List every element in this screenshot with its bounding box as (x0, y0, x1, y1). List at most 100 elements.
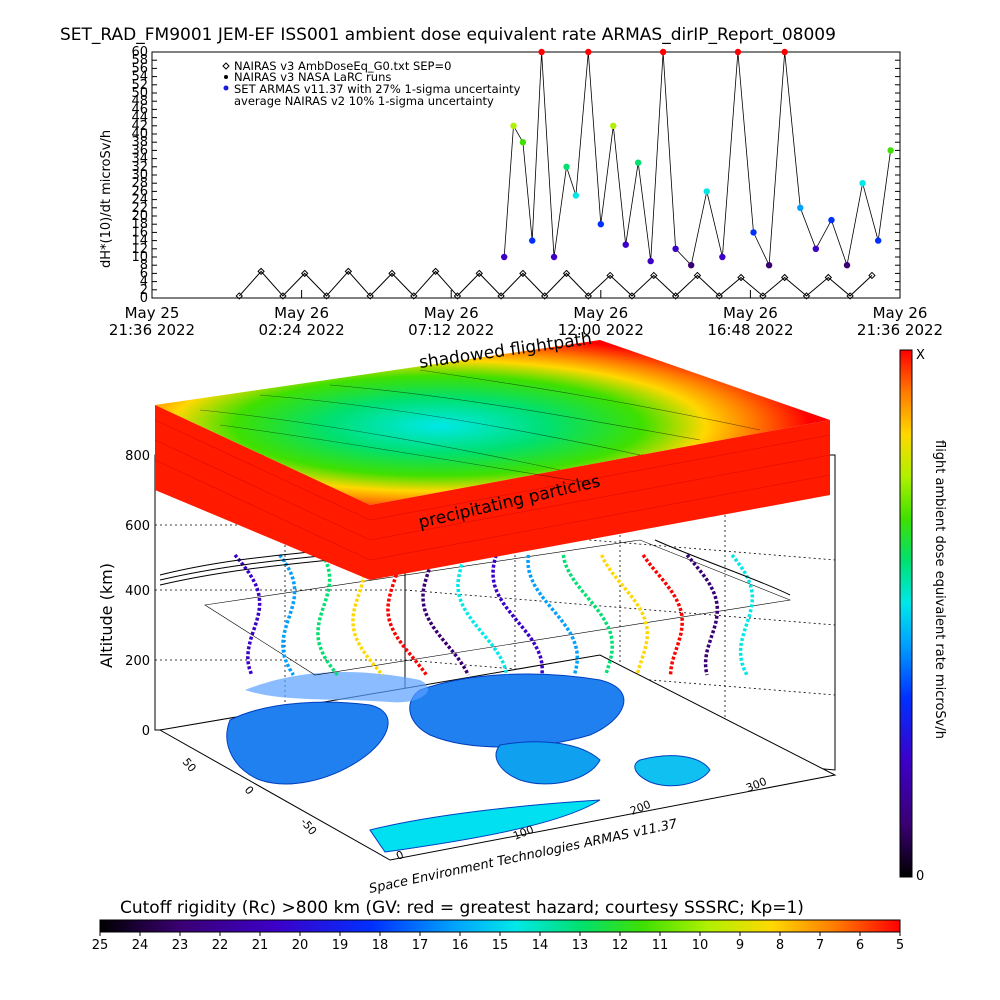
continent-americas (226, 701, 389, 785)
y-tick-label: 12 (131, 242, 148, 257)
armas-data-point (519, 139, 527, 146)
dose-colorbar-title: flight ambient dose equivalent rate micr… (932, 440, 947, 739)
time-series-y-axis-label: dH*(10)/dt microSv/h (99, 130, 114, 268)
y-tick-label: 28 (131, 176, 148, 191)
lat-tick-label: 50 (180, 756, 199, 775)
altitude-axis-label: Altitude (km) (97, 563, 116, 668)
colorbar-tick-label: 18 (372, 938, 389, 953)
colorbar-tick-label: 12 (612, 938, 629, 953)
y-tick-label: 50 (131, 86, 148, 101)
y-tick-label: 32 (131, 160, 148, 175)
armas-data-point (550, 253, 558, 261)
colorbar-tick-label: 23 (172, 938, 189, 953)
continents (226, 671, 711, 853)
time-series-panel: 0246810121416182022242628303234363840424… (99, 45, 943, 339)
nairas-data-point (650, 271, 658, 280)
legend-diamond-marker (222, 62, 230, 70)
x-tick-label: 21:36 2022 (109, 321, 195, 339)
armas-data-point (635, 159, 642, 166)
nairas-data-point (606, 271, 614, 280)
armas-data-point (622, 241, 629, 248)
colorbar-tick-label: 13 (572, 938, 589, 953)
armas-data-point (563, 163, 570, 170)
armas-data-point (538, 48, 545, 56)
y-tick-label: 18 (131, 217, 148, 232)
nairas-data-point (322, 292, 331, 300)
y-tick-label: 30 (131, 168, 148, 183)
nairas-data-point (519, 269, 527, 278)
x-tick-label: 12:00 2022 (558, 321, 644, 339)
altitude-axis-ticks: 0 200 400 600 800 (125, 449, 150, 739)
nairas-data-point (562, 269, 571, 278)
colorbar-tick-label: 8 (776, 938, 784, 953)
altitude-tick-label: 600 (125, 519, 150, 534)
orbit-track (685, 553, 720, 676)
x-tick-label: May 26 (573, 304, 628, 322)
colorbar-tick-label: 25 (92, 938, 109, 953)
nairas-data-point (846, 292, 854, 300)
x-tick-label: May 26 (723, 304, 778, 322)
dose-plane-track-marks (199, 369, 761, 486)
colorbar-tick-label: 24 (132, 938, 149, 953)
nairas-data-point (868, 271, 876, 280)
y-tick-label: 42 (131, 119, 148, 134)
armas-data-point (647, 257, 654, 265)
y-tick-label: 34 (131, 152, 148, 167)
armas-series-line (503, 51, 891, 267)
colorbar-tick-label: 16 (452, 938, 469, 953)
orbit-track (730, 553, 755, 676)
y-tick-label: 54 (131, 70, 148, 85)
x-tick-label: May 26 (274, 304, 329, 322)
nairas-data-point (497, 292, 505, 300)
colorbar-tick-label: 9 (736, 938, 744, 953)
altitude-3d-panel: shadowed flightpath precipitating partic… (97, 329, 837, 897)
y-tick-label: 14 (131, 234, 148, 249)
y-tick-label: 0 (140, 291, 148, 306)
nairas-data-point (388, 269, 396, 278)
nairas-data-point (235, 292, 243, 300)
armas-data-point (703, 188, 710, 195)
y-tick-label: 36 (131, 143, 148, 158)
nairas-data-point (693, 271, 702, 280)
legend-item-set-armas: SET ARMAS v11.37 with 27% 1-sigma uncert… (234, 82, 521, 96)
y-tick-label: 46 (131, 102, 148, 117)
armas-data-point (843, 262, 851, 269)
armas-data-point (734, 48, 742, 56)
nairas-data-point (824, 273, 833, 282)
time-series-legend: NAIRAS v3 AmbDoseEq_G0.txt SEP=0 NAIRAS … (222, 59, 521, 108)
colorbar-tick-label: 22 (212, 938, 229, 953)
colorbar-tick-label: 21 (252, 938, 269, 953)
cutoff-rigidity-gradient (99, 919, 901, 933)
nairas-data-point (279, 292, 287, 300)
orbit-track-layer (233, 553, 755, 677)
altitude-tick-label: 400 (125, 584, 150, 599)
legend-dot-marker (224, 75, 228, 79)
orbit-track (456, 554, 509, 676)
colorbar-tick-label: 6 (856, 938, 864, 953)
nairas-data-point (453, 292, 462, 300)
nairas-data-point (344, 267, 353, 276)
x-tick-label: 02:24 2022 (259, 321, 345, 339)
y-tick-label: 52 (131, 78, 148, 93)
y-tick-label: 22 (131, 201, 148, 216)
dose-colorbar-gradient (899, 349, 913, 878)
continent-australia (634, 755, 711, 787)
orbit-track (526, 554, 580, 676)
time-series-y-ticks: 0246810121416182022242628303234363840424… (131, 45, 900, 306)
nairas-data-point (540, 292, 549, 300)
x-tick-label: 07:12 2022 (408, 321, 494, 339)
colorbar-tick-label: 14 (532, 938, 549, 953)
cutoff-rigidity-title: Cutoff rigidity (Rc) >800 km (GV: red = … (120, 898, 804, 918)
continent-eurasia (409, 673, 625, 748)
cutoff-rigidity-colorbar: Cutoff rigidity (Rc) >800 km (GV: red = … (92, 898, 904, 953)
nairas-data-point (802, 292, 811, 300)
nairas-data-point (257, 267, 265, 276)
armas-data-point (719, 253, 726, 261)
y-tick-label: 60 (131, 45, 148, 60)
colorbar-tick-label: 5 (896, 938, 904, 953)
orbit-track (641, 553, 685, 676)
y-tick-label: 2 (140, 283, 148, 298)
dose-colorbar-top-label: X (916, 348, 925, 363)
sea-ice-north (245, 671, 429, 703)
x-tick-label: May 26 (873, 304, 928, 322)
